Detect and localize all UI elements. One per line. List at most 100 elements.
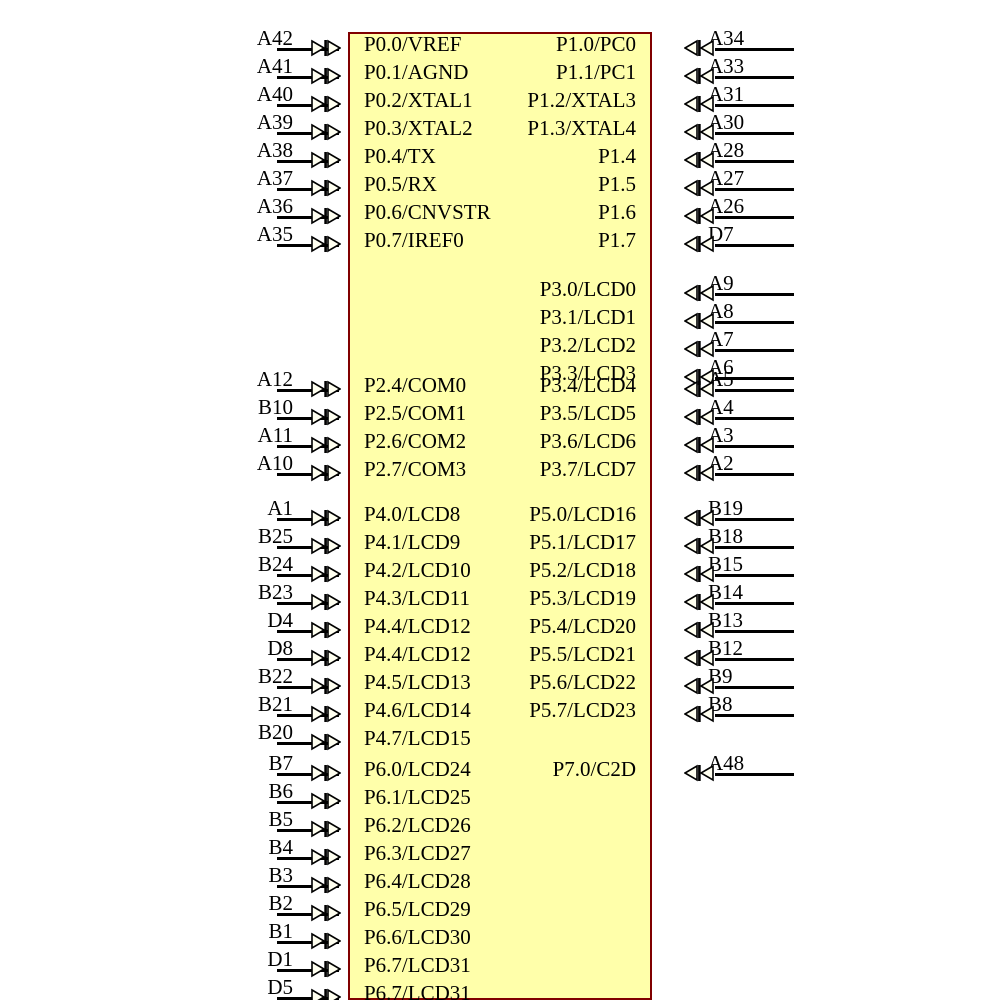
pin-row[interactable]: B15 [652, 552, 1000, 584]
wire-stub[interactable] [277, 997, 339, 1000]
net-label[interactable]: A33 [708, 54, 745, 78]
pin-row[interactable]: B1 [0, 920, 348, 951]
bidirectional-pin-icon[interactable] [311, 122, 342, 142]
pin-row[interactable]: A37 [0, 167, 348, 198]
net-label[interactable]: B9 [708, 664, 733, 688]
wire-stub[interactable] [715, 574, 794, 577]
pin-row[interactable]: A48 [652, 752, 1000, 783]
pin-row[interactable]: B2 [0, 892, 348, 923]
pin-row[interactable]: B18 [652, 524, 1000, 556]
bidirectional-pin-icon[interactable] [311, 620, 342, 640]
pin-row[interactable]: B12 [652, 636, 1000, 668]
wire-stub[interactable] [277, 216, 339, 219]
net-label[interactable]: B14 [708, 580, 744, 604]
pin-row[interactable]: B7 [0, 751, 348, 783]
net-label[interactable]: B13 [708, 608, 744, 632]
wire-stub[interactable] [277, 686, 339, 689]
pin-row[interactable]: B13 [652, 608, 1000, 640]
net-label[interactable]: B12 [708, 636, 744, 660]
net-label[interactable]: D8 [267, 636, 293, 660]
pin-row[interactable]: A11 [0, 424, 348, 455]
wire-stub[interactable] [715, 48, 794, 51]
bidirectional-pin-icon[interactable] [311, 704, 342, 724]
net-label[interactable]: B6 [268, 779, 293, 803]
net-label[interactable]: B19 [708, 496, 744, 520]
bidirectional-pin-icon[interactable] [311, 987, 342, 1000]
bidirectional-pin-icon[interactable] [654, 150, 714, 170]
pin-row[interactable]: A26 [652, 194, 1000, 226]
bidirectional-pin-icon[interactable] [654, 463, 714, 483]
pin-row[interactable]: B20 [0, 720, 348, 752]
net-label[interactable]: D4 [267, 608, 293, 632]
bidirectional-pin-icon[interactable] [311, 206, 342, 226]
bidirectional-pin-icon[interactable] [654, 66, 714, 86]
wire-stub[interactable] [715, 244, 794, 247]
bidirectional-pin-icon[interactable] [311, 732, 342, 752]
bidirectional-pin-icon[interactable] [311, 435, 342, 455]
bidirectional-pin-icon[interactable] [654, 676, 714, 696]
pin-row[interactable]: D7 [652, 223, 1000, 254]
wire-stub[interactable] [277, 773, 339, 776]
bidirectional-pin-icon[interactable] [311, 791, 342, 811]
pin-row[interactable]: A5 [652, 368, 1000, 399]
net-label[interactable]: B15 [708, 552, 744, 576]
net-label[interactable]: A12 [256, 367, 293, 391]
pin-row[interactable]: A6 [652, 355, 1000, 387]
wire-stub[interactable] [277, 829, 339, 832]
pin-row[interactable]: A30 [652, 111, 1000, 142]
pin-row[interactable]: A12 [0, 367, 348, 399]
wire-stub[interactable] [277, 389, 339, 392]
pin-row[interactable]: A8 [652, 300, 1000, 331]
wire-stub[interactable] [277, 658, 339, 661]
net-label[interactable]: A6 [708, 355, 734, 379]
wire-stub[interactable] [277, 969, 339, 972]
net-label[interactable]: B20 [257, 720, 293, 744]
net-label[interactable]: A1 [267, 496, 293, 520]
bidirectional-pin-icon[interactable] [654, 283, 714, 303]
pin-row[interactable]: D1 [0, 948, 348, 979]
wire-stub[interactable] [715, 160, 794, 163]
pin-row[interactable]: A9 [652, 272, 1000, 303]
wire-stub[interactable] [277, 857, 339, 860]
net-label[interactable]: A7 [708, 327, 734, 351]
wire-stub[interactable] [277, 104, 339, 107]
net-label[interactable]: B18 [708, 524, 744, 548]
pin-row[interactable]: B8 [652, 693, 1000, 724]
wire-stub[interactable] [277, 473, 339, 476]
bidirectional-pin-icon[interactable] [654, 206, 714, 226]
pin-row[interactable]: B14 [652, 580, 1000, 612]
net-label[interactable]: A31 [708, 82, 745, 106]
wire-stub[interactable] [277, 801, 339, 804]
wire-stub[interactable] [277, 546, 339, 549]
bidirectional-pin-icon[interactable] [654, 508, 714, 528]
net-label[interactable]: B24 [257, 552, 293, 576]
wire-stub[interactable] [715, 104, 794, 107]
net-label[interactable]: B7 [268, 751, 293, 775]
net-label[interactable]: A26 [708, 194, 745, 218]
pin-row[interactable]: A39 [0, 111, 348, 142]
bidirectional-pin-icon[interactable] [654, 435, 714, 455]
bidirectional-pin-icon[interactable] [654, 122, 714, 142]
wire-stub[interactable] [715, 76, 794, 79]
pin-row[interactable]: B10 [0, 396, 348, 427]
bidirectional-pin-icon[interactable] [654, 704, 714, 724]
pin-row[interactable]: B21 [0, 693, 348, 724]
net-label[interactable]: A28 [708, 138, 745, 162]
pin-row[interactable]: A42 [0, 26, 348, 58]
bidirectional-pin-icon[interactable] [311, 676, 342, 696]
wire-stub[interactable] [277, 602, 339, 605]
wire-stub[interactable] [715, 473, 794, 476]
bidirectional-pin-icon[interactable] [311, 819, 342, 839]
wire-stub[interactable] [277, 445, 339, 448]
bidirectional-pin-icon[interactable] [311, 38, 342, 58]
net-label[interactable]: B5 [268, 807, 293, 831]
net-label[interactable]: B23 [257, 580, 293, 604]
wire-stub[interactable] [715, 321, 794, 324]
pin-row[interactable]: A4 [652, 396, 1000, 427]
pin-row[interactable]: B23 [0, 580, 348, 612]
wire-stub[interactable] [277, 742, 339, 745]
wire-stub[interactable] [715, 188, 794, 191]
net-label[interactable]: B25 [257, 524, 293, 548]
bidirectional-pin-icon[interactable] [311, 94, 342, 114]
net-label[interactable]: A42 [256, 26, 293, 50]
